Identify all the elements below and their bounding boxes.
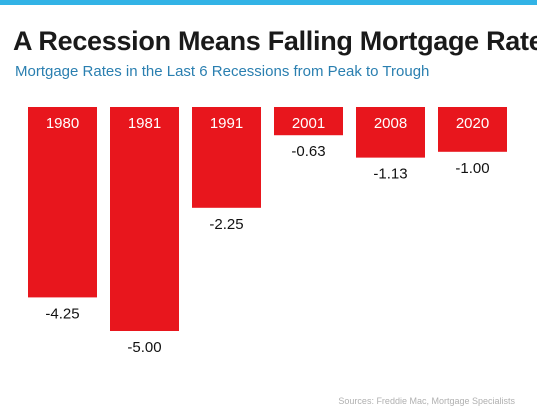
category-label-2020: 2020 — [456, 115, 489, 132]
value-label-2020: -1.00 — [455, 160, 489, 177]
value-label-2008: -1.13 — [373, 166, 407, 183]
value-label-1991: -2.25 — [209, 216, 243, 233]
bar-1991 — [192, 107, 261, 208]
chart-subtitle: Mortgage Rates in the Last 6 Recessions … — [15, 63, 430, 80]
category-label-1991: 1991 — [210, 115, 243, 132]
category-label-1980: 1980 — [46, 115, 79, 132]
category-label-2001: 2001 — [292, 115, 325, 132]
value-label-1980: -4.25 — [45, 305, 79, 322]
category-label-1981: 1981 — [128, 115, 161, 132]
top-accent-stripe — [0, 0, 537, 5]
value-label-2001: -0.63 — [291, 143, 325, 160]
bar-2008 — [356, 107, 425, 158]
value-label-1981: -5.00 — [127, 339, 161, 356]
bar-2001 — [274, 107, 343, 136]
bar-2020 — [438, 107, 507, 152]
chart-title: A Recession Means Falling Mortgage Rates — [13, 26, 537, 56]
source-note: Sources: Freddie Mac, Mortgage Specialis… — [338, 396, 515, 406]
bar-1981 — [110, 107, 179, 331]
bar-1980 — [28, 107, 97, 298]
category-label-2008: 2008 — [374, 115, 407, 132]
